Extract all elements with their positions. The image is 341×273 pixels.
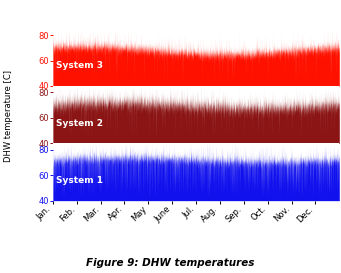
Text: System 2: System 2 [56,119,103,128]
Text: DHW temperature [C]: DHW temperature [C] [4,70,13,162]
Text: System 3: System 3 [56,61,103,70]
Text: System 1: System 1 [56,176,103,185]
Text: Figure 9: DHW temperatures: Figure 9: DHW temperatures [86,257,255,268]
